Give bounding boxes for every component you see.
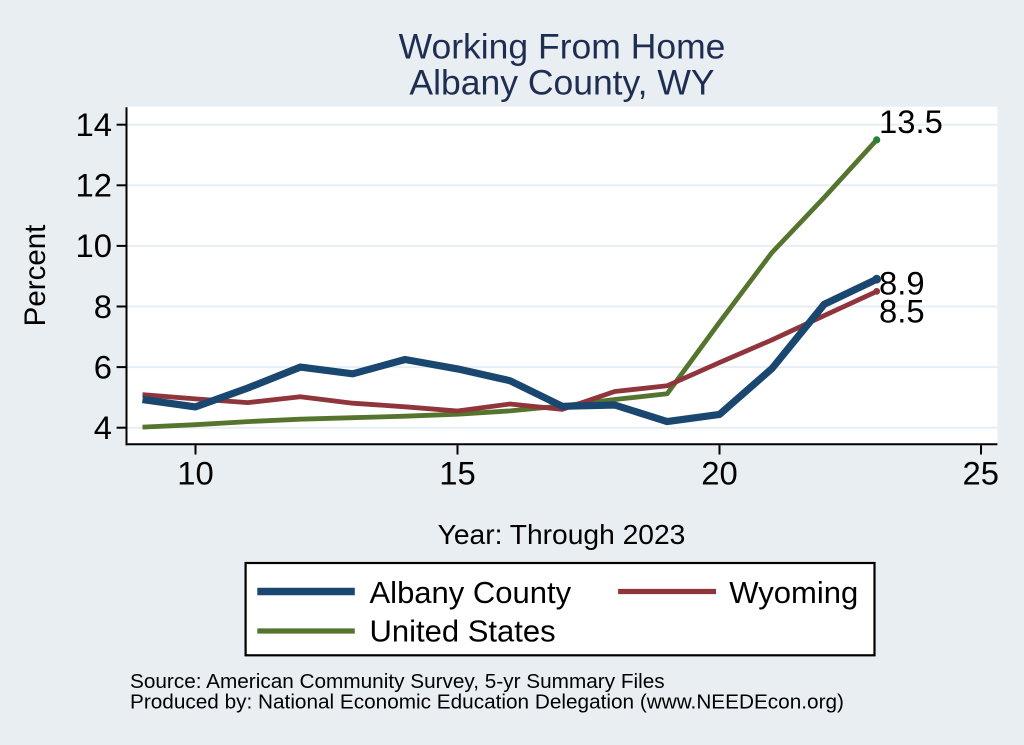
svg-text:Working From Home: Working From Home [399,27,726,67]
svg-text:13.5: 13.5 [879,103,943,140]
svg-text:8.5: 8.5 [879,292,925,329]
svg-text:8.9: 8.9 [879,264,925,301]
svg-text:Percent: Percent [19,225,52,327]
svg-text:14: 14 [76,106,112,143]
svg-text:15: 15 [439,455,475,492]
svg-text:4: 4 [94,409,112,446]
svg-text:25: 25 [963,455,999,492]
svg-text:Source: American Community Sur: Source: American Community Survey, 5-yr … [130,670,665,693]
svg-text:Produced by: National Economic: Produced by: National Economic Education… [130,690,844,713]
svg-text:10: 10 [177,455,213,492]
svg-text:Albany County: Albany County [370,575,572,610]
svg-text:Wyoming: Wyoming [729,575,858,610]
svg-text:12: 12 [76,167,112,204]
svg-text:8: 8 [94,288,112,325]
svg-text:Year: Through 2023: Year: Through 2023 [438,518,686,550]
svg-text:10: 10 [76,227,112,264]
svg-text:Albany County, WY: Albany County, WY [409,62,714,102]
svg-text:6: 6 [94,348,112,385]
svg-text:20: 20 [701,455,737,492]
svg-text:United States: United States [370,614,556,649]
